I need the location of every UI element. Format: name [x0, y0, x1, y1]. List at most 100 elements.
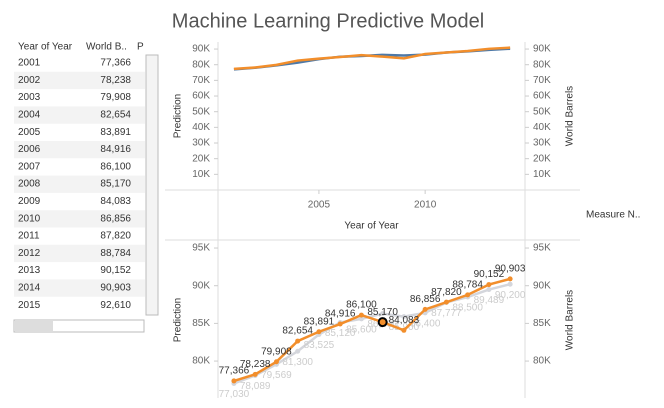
table-cell: 2001 [18, 58, 41, 69]
column-header: P [137, 42, 144, 53]
data-label: 90,903 [495, 264, 526, 275]
row-band [14, 71, 145, 90]
series-line [233, 277, 511, 383]
data-label: 83,891 [304, 316, 335, 327]
column-header: World B.. [86, 42, 127, 53]
y2-tick-label: 70K [533, 75, 551, 86]
y-tick-label: 40K [192, 122, 210, 133]
table-cell: 77,366 [100, 58, 131, 69]
row-band [14, 279, 145, 297]
table-cell: 87,820 [100, 231, 131, 242]
y-tick-label: 10K [192, 169, 210, 180]
data-label: 77,366 [219, 366, 250, 377]
data-label: 86,856 [410, 294, 441, 305]
data-label: 86,400 [410, 318, 441, 329]
data-label: 89,489 [474, 295, 505, 306]
y-axis-label: Prediction [173, 298, 184, 342]
data-label: 85,900 [389, 322, 420, 333]
data-point [337, 321, 343, 327]
table-cell: 82,654 [100, 110, 131, 121]
x-tick-label: 2005 [308, 200, 331, 211]
y2-tick-label: 90K [533, 280, 551, 291]
data-point [465, 292, 471, 298]
data-point [507, 276, 513, 282]
x-axis-label: Year of Year [344, 221, 399, 232]
y2-tick-label: 95K [533, 243, 551, 254]
data-point [295, 348, 301, 354]
table-cell: 86,100 [100, 161, 131, 172]
data-label: 78,238 [240, 359, 271, 370]
data-point [486, 287, 492, 293]
y2-tick-label: 10K [533, 169, 551, 180]
data-point [443, 299, 449, 305]
data-label: 82,654 [282, 326, 313, 337]
y-tick-label: 20K [192, 153, 210, 164]
column-header: Year of Year [18, 42, 73, 53]
y2-tick-label: 40K [533, 122, 551, 133]
scroll-thumb[interactable] [15, 321, 53, 331]
table-cell: 2013 [18, 265, 41, 276]
y-tick-label: 90K [192, 44, 210, 55]
y-tick-label: 60K [192, 91, 210, 102]
data-label: 77,030 [219, 389, 250, 400]
data-point [380, 311, 386, 317]
data-point [401, 314, 407, 320]
table-cell: 88,784 [100, 248, 131, 259]
data-table: Year of Year World B.. P 2001 77,366 2002 78,2… [14, 42, 145, 311]
y-tick-label: 30K [192, 138, 210, 149]
data-point [273, 359, 279, 365]
table-cell: 2002 [18, 75, 41, 86]
vertical-scrollbar[interactable] [145, 54, 159, 316]
table-cell: 2009 [18, 196, 41, 207]
data-point [316, 329, 322, 335]
x-tick-label: 2010 [414, 200, 437, 211]
data-label: 87,820 [431, 287, 462, 298]
y2-axis-label: World Barrels [565, 290, 576, 350]
plot-area [233, 46, 511, 71]
table-cell: 86,856 [100, 213, 131, 224]
table-cell: 2003 [18, 92, 41, 103]
data-point [358, 312, 364, 318]
table-cell: 2005 [18, 127, 41, 138]
y-axis-label: Prediction [173, 94, 184, 138]
y2-tick-label: 60K [533, 91, 551, 102]
table-cell: 78,238 [100, 75, 131, 86]
data-point [486, 282, 492, 288]
table-cell: 2011 [18, 231, 40, 242]
table-cell: 2015 [18, 300, 41, 311]
data-point [507, 281, 513, 287]
data-label: 88,500 [452, 303, 483, 314]
data-point [295, 338, 301, 344]
y-tick-label: 95K [192, 243, 210, 254]
table-cell: 2006 [18, 144, 41, 155]
data-label: 79,569 [261, 370, 292, 381]
table-cell: 84,083 [100, 196, 131, 207]
charts: 10K 20K 30K 40K 50K 60K 70K 80K 90K 10K 20K 30K 40K 5… [173, 44, 576, 400]
data-label: 87,777 [431, 308, 462, 319]
row-band [14, 141, 145, 159]
y-tick-label: 50K [192, 106, 210, 117]
table-cell: 2012 [18, 248, 41, 259]
data-label: 83,525 [304, 340, 335, 351]
y2-tick-label: 80K [533, 59, 551, 70]
row-band [14, 210, 145, 228]
selected-point [377, 317, 388, 328]
data-label: 90,200 [495, 290, 526, 301]
table-cell: 2004 [18, 110, 41, 121]
table-cell: 84,916 [100, 144, 131, 155]
table-cell: 2008 [18, 179, 41, 190]
series-line [233, 282, 511, 385]
legend-title[interactable]: Measure N.. [586, 210, 640, 221]
table-cell: 2014 [18, 283, 41, 294]
y2-tick-label: 85K [533, 318, 551, 329]
row-band [14, 244, 145, 263]
table-cell: 92,610 [100, 300, 131, 311]
data-label: 79,908 [261, 346, 292, 357]
series-line [233, 46, 511, 71]
table-cell: 83,891 [100, 127, 131, 138]
row-band [14, 106, 145, 124]
data-label: 88,784 [452, 280, 483, 291]
